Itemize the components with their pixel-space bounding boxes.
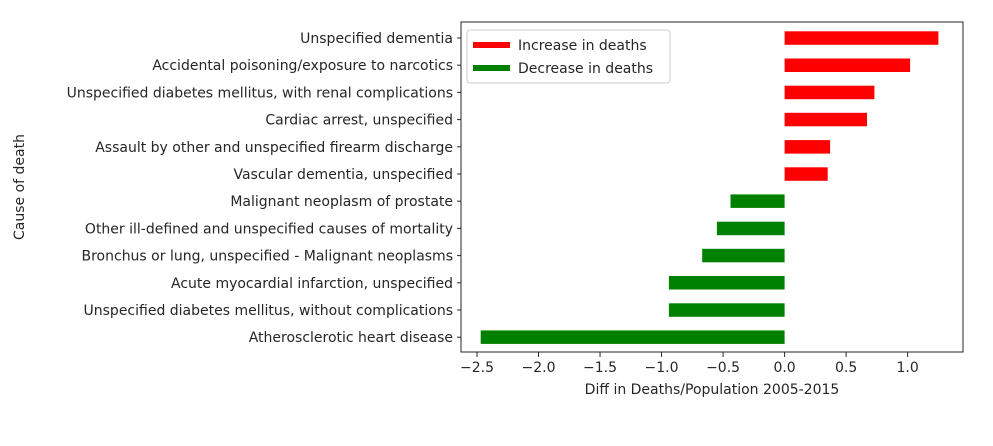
- y-tick-label: Other ill-defined and unspecified causes…: [85, 221, 453, 237]
- y-tick-label: Atherosclerotic heart disease: [249, 330, 453, 346]
- bar: [668, 276, 785, 290]
- legend-label-decrease: Decrease in deaths: [518, 61, 653, 77]
- x-tick-label: −1.5: [583, 360, 617, 376]
- y-tick-label: Cardiac arrest, unspecified: [265, 113, 453, 129]
- bar: [784, 31, 939, 45]
- y-tick-label: Accidental poisoning/exposure to narcoti…: [152, 58, 453, 74]
- bar: [668, 303, 785, 317]
- y-tick-label: Assault by other and unspecified firearm…: [95, 140, 453, 156]
- y-tick-label: Acute myocardial infarction, unspecified: [171, 276, 453, 292]
- y-axis: Unspecified dementia Accidental poisoning…: [67, 31, 461, 346]
- bar: [784, 167, 828, 181]
- x-tick-label: 1.0: [896, 360, 918, 376]
- plot-frame: [460, 21, 964, 353]
- x-tick-label: 0.5: [835, 360, 857, 376]
- x-tick-label: −2.0: [522, 360, 556, 376]
- bar: [480, 330, 785, 344]
- x-tick-label: 0.0: [773, 360, 795, 376]
- bar: [784, 58, 911, 72]
- x-tick-label: −1.0: [645, 360, 679, 376]
- y-tick-label: Unspecified dementia: [300, 31, 453, 47]
- y-tick-label: Vascular dementia, unspecified: [233, 167, 453, 183]
- y-tick-label: Unspecified diabetes mellitus, with rena…: [67, 85, 453, 101]
- x-axis-label: Diff in Deaths/Population 2005-2015: [585, 382, 840, 398]
- y-tick-label: Bronchus or lung, unspecified - Malignan…: [82, 249, 454, 265]
- y-tick-label: Unspecified diabetes mellitus, without c…: [84, 303, 453, 319]
- y-tick-label: Malignant neoplasm of prostate: [230, 194, 453, 210]
- x-axis: −2.5 −2.0 −1.5 −1.0 −0.5 0.0 0.5 1.0: [460, 352, 919, 376]
- bar: [784, 112, 867, 127]
- y-axis-label: Cause of death: [12, 134, 28, 240]
- bar: [716, 221, 785, 236]
- bar: [730, 194, 785, 208]
- bar: [784, 140, 831, 154]
- legend-box: [466, 29, 671, 84]
- bar: [702, 248, 785, 263]
- x-tick-label: −0.5: [706, 360, 740, 376]
- x-tick-label: −2.5: [460, 360, 494, 376]
- legend-label-increase: Increase in deaths: [518, 38, 647, 54]
- bar: [784, 85, 875, 100]
- legend: Increase in deaths Decrease in deaths: [466, 29, 671, 84]
- bars-group: [480, 31, 939, 344]
